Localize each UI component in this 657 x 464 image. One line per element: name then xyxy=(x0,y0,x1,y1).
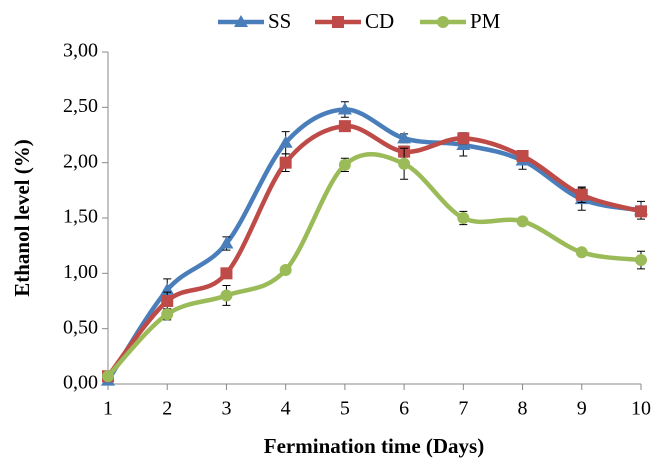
y-tick-label: 2,00 xyxy=(63,150,98,172)
series-line xyxy=(106,123,642,378)
data-point xyxy=(278,135,293,148)
legend-label: SS xyxy=(268,9,291,33)
data-point xyxy=(516,150,529,163)
x-tick-label: 5 xyxy=(340,398,350,420)
data-point xyxy=(161,295,174,307)
data-point xyxy=(457,132,470,145)
series-line xyxy=(106,151,642,378)
data-point xyxy=(575,246,588,259)
data-point xyxy=(338,158,351,171)
data-point xyxy=(398,157,411,170)
data-point xyxy=(102,370,114,383)
x-tick-label: 4 xyxy=(281,398,291,420)
y-tick-label: 3,00 xyxy=(63,40,98,62)
y-tick-label: 0,00 xyxy=(63,372,98,394)
data-point xyxy=(220,267,233,280)
x-tick-label: 6 xyxy=(399,398,409,420)
data-point xyxy=(457,212,470,224)
data-point xyxy=(337,102,352,115)
x-tick-label: 10 xyxy=(631,398,651,420)
data-point xyxy=(338,120,351,133)
legend-marker xyxy=(332,16,344,28)
data-point xyxy=(635,205,647,218)
x-tick-label: 9 xyxy=(577,398,587,420)
legend-label: PM xyxy=(470,9,501,33)
x-tick-label: 3 xyxy=(221,398,231,420)
data-point xyxy=(161,308,174,321)
data-point xyxy=(219,236,234,249)
y-tick-label: 0,50 xyxy=(63,316,98,338)
legend-marker xyxy=(437,16,449,28)
data-point xyxy=(279,156,292,169)
data-point xyxy=(220,289,233,302)
x-tick-label: 8 xyxy=(518,398,528,420)
data-point xyxy=(279,264,292,277)
x-axis-label: Fermination time (Days) xyxy=(264,434,484,458)
x-tick-label: 1 xyxy=(103,398,113,420)
x-tick-label: 2 xyxy=(162,398,172,420)
legend-marker xyxy=(234,15,248,27)
y-tick-label: 1,50 xyxy=(63,206,98,228)
data-point xyxy=(575,188,588,201)
y-tick-label: 1,00 xyxy=(63,261,98,283)
legend-label: CD xyxy=(365,9,394,33)
x-tick-label: 7 xyxy=(458,398,468,420)
data-point xyxy=(635,254,647,267)
y-tick-label: 2,50 xyxy=(63,95,98,117)
series-line xyxy=(106,107,642,382)
data-point xyxy=(516,215,529,228)
y-axis-label: Ethanol level (%) xyxy=(10,139,34,297)
data-point xyxy=(397,131,412,144)
